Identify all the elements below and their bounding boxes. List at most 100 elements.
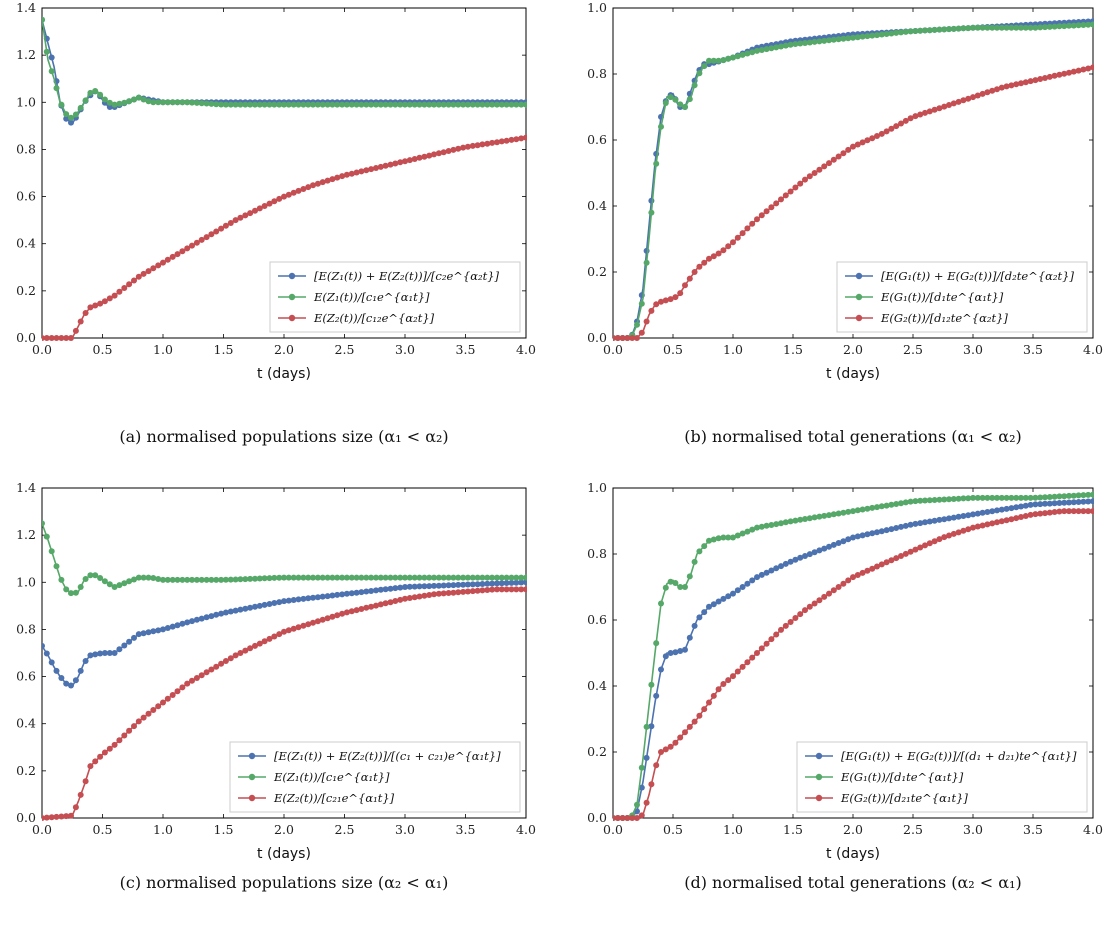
series-3-point xyxy=(864,137,871,144)
series-3-point xyxy=(802,607,808,614)
series-3-point xyxy=(382,162,389,169)
series-3-point xyxy=(730,239,736,246)
series-1-point xyxy=(48,54,55,61)
series-2-point xyxy=(42,16,45,23)
series-1-point xyxy=(773,565,780,572)
series-3-point xyxy=(455,145,462,152)
series-2-point xyxy=(701,543,708,550)
series-2-point xyxy=(1075,22,1082,29)
series-3-point xyxy=(184,245,191,252)
series-2-point xyxy=(830,36,837,43)
series-3-point xyxy=(247,645,254,652)
series-2-point xyxy=(227,576,234,583)
series-2-point xyxy=(1022,24,1029,31)
legend: [E(Z₁(t)) + E(Z₂(t))]/[(c₁ + c₂₁)e^{α₁t}… xyxy=(229,741,521,813)
series-3-point xyxy=(508,586,515,593)
series-3-point xyxy=(643,318,650,325)
series-2-point xyxy=(1090,21,1094,28)
series-3-point xyxy=(960,97,967,104)
series-2-point xyxy=(402,101,408,108)
series-3-point xyxy=(242,212,249,219)
series-2-point xyxy=(261,575,268,582)
series-1-point xyxy=(484,580,491,587)
series-2-point xyxy=(208,100,215,107)
legend: [E(G₁(t)) + E(G₂(t))]/[d₂te^{α₂t}] E(G₁(t… xyxy=(836,261,1088,333)
x-tick-label: 1.5 xyxy=(783,822,803,837)
series-3-point xyxy=(116,288,123,295)
series-1-point xyxy=(353,589,360,596)
series-3-point xyxy=(1032,511,1039,518)
series-1-point xyxy=(998,506,1005,513)
series-3-point xyxy=(435,150,442,157)
series-3-point xyxy=(426,152,433,159)
series-3-point xyxy=(749,220,756,227)
series-2-point xyxy=(121,99,128,106)
x-tick-label: 3.5 xyxy=(456,342,476,357)
series-3-point xyxy=(469,588,476,595)
series-3-point xyxy=(725,677,732,684)
series-3-point xyxy=(778,196,784,203)
series-3-point xyxy=(290,625,297,632)
series-2-point xyxy=(797,516,804,523)
series-1-point xyxy=(859,532,866,539)
series-1-point xyxy=(121,642,128,649)
series-3-point xyxy=(343,171,350,178)
series-1-point xyxy=(893,525,900,531)
series-1-point xyxy=(387,585,394,592)
series-3-point xyxy=(830,156,837,163)
y-tick-label: 0.8 xyxy=(587,66,607,81)
series-2-point xyxy=(1013,24,1020,31)
series-2-point xyxy=(835,510,842,517)
series-1-point xyxy=(662,653,669,660)
series-2-point xyxy=(508,101,515,108)
series-3-point xyxy=(744,659,751,666)
series-1-point xyxy=(715,598,722,605)
series-2-point xyxy=(121,580,128,587)
series-3-point xyxy=(970,94,976,101)
series-1-point xyxy=(984,509,991,515)
series-2-point xyxy=(994,494,1000,501)
series-1-point xyxy=(416,583,423,590)
legend-marker xyxy=(248,773,256,781)
series-3-point xyxy=(281,193,287,200)
series-2-point xyxy=(222,101,229,108)
series-2-point xyxy=(126,98,133,105)
series-3-point xyxy=(715,250,722,257)
series-2-point xyxy=(87,89,94,96)
series-2-point xyxy=(816,513,823,520)
series-2-point xyxy=(494,101,500,108)
series-3-point xyxy=(237,650,244,656)
series-2-point xyxy=(377,101,384,108)
series-3-point xyxy=(1075,508,1082,515)
series-2-point xyxy=(281,574,287,581)
series-2-point xyxy=(464,101,471,108)
x-tick-label: 3.0 xyxy=(395,342,415,357)
series-3-point xyxy=(53,813,60,820)
series-1-point xyxy=(450,582,457,589)
series-2-point xyxy=(1090,491,1094,498)
series-3-point xyxy=(464,143,471,150)
series-3-point xyxy=(358,606,365,612)
series-2-point xyxy=(247,101,254,108)
series-3-point xyxy=(179,248,186,255)
series-2-point xyxy=(169,576,176,583)
series-2-point xyxy=(662,100,669,106)
series-1-point xyxy=(806,551,813,558)
series-2-point xyxy=(334,101,341,108)
series-2-point xyxy=(145,98,152,105)
series-3-point xyxy=(43,814,50,821)
series-2-point xyxy=(295,101,302,108)
series-1-point xyxy=(658,666,664,673)
series-3-point xyxy=(295,187,302,194)
series-3-point xyxy=(305,621,312,628)
series-2-point xyxy=(782,519,789,526)
series-2-point xyxy=(734,53,741,60)
series-2-point xyxy=(513,101,520,108)
series-1-point xyxy=(869,530,876,537)
series-2-point xyxy=(445,574,452,581)
series-1-point xyxy=(135,631,142,638)
series-2-point xyxy=(946,26,952,33)
series-1-point xyxy=(77,667,84,674)
legend-entry: E(Z₁(t))/[c₁e^{α₁t}] xyxy=(273,770,390,784)
y-tick-label: 0.0 xyxy=(16,330,36,345)
